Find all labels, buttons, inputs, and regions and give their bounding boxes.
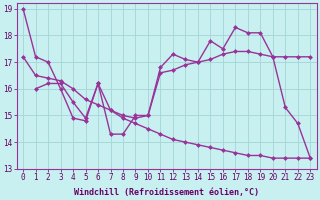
X-axis label: Windchill (Refroidissement éolien,°C): Windchill (Refroidissement éolien,°C) (74, 188, 259, 197)
